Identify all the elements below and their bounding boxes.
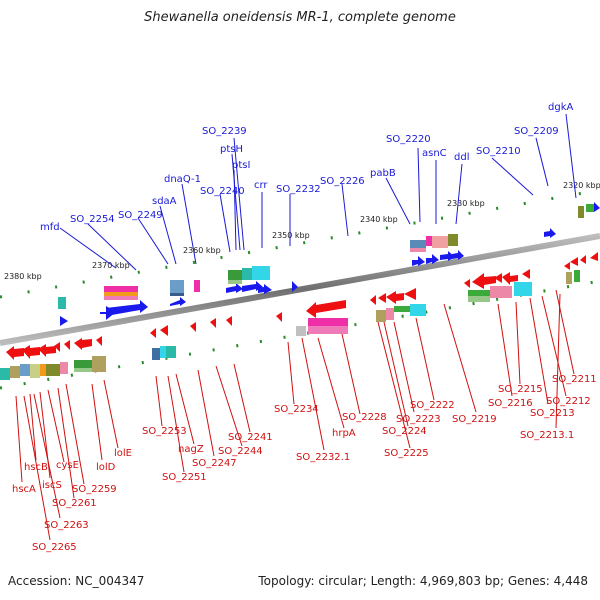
gene-label[interactable]: SO_2232 (276, 184, 321, 195)
scale-label: 2330 kbp (447, 199, 485, 208)
scale-label: 2370 kbp (92, 261, 130, 270)
gene-label[interactable]: SO_2222 (410, 400, 455, 411)
gene-label[interactable]: SO_2244 (218, 446, 263, 457)
scale-label: 2350 kbp (272, 231, 310, 240)
gene-label[interactable]: dgkA (548, 102, 573, 113)
gene-label[interactable]: sdaA (152, 196, 177, 207)
gene-label[interactable]: SO_2254 (70, 214, 115, 225)
gene-label[interactable]: SO_2225 (384, 448, 429, 459)
gene-label[interactable]: SO_2232.1 (296, 452, 350, 463)
scale-label: 2340 kbp (360, 215, 398, 224)
gene-label[interactable]: dnaQ-1 (164, 174, 201, 185)
gene-label[interactable]: hscA (12, 484, 36, 495)
gene-label[interactable]: hscB (24, 462, 48, 473)
gene-label[interactable]: ptsH (220, 144, 243, 155)
gene-label[interactable]: ddl (454, 152, 469, 163)
gene-label[interactable]: SO_2212 (546, 396, 591, 407)
gene-label[interactable]: SO_2213.1 (520, 430, 574, 441)
gene-label[interactable]: SO_2224 (382, 426, 427, 437)
gene-label[interactable]: SO_2253 (142, 426, 187, 437)
gene-label[interactable]: SO_2228 (342, 412, 387, 423)
gene-label[interactable]: SO_2234 (274, 404, 319, 415)
gene-label[interactable]: SO_2213 (530, 408, 575, 419)
accession-text: Accession: NC_004347 (8, 574, 145, 588)
scale-label: 2360 kbp (183, 246, 221, 255)
gene-label[interactable]: SO_2209 (514, 126, 559, 137)
gene-label[interactable]: mfd (40, 222, 60, 233)
gene-label[interactable]: cysE (56, 460, 79, 471)
gene-label[interactable]: ptsI (232, 160, 250, 171)
gene-label[interactable]: nagZ (178, 444, 204, 455)
scale-label: 2320 kbp (563, 181, 600, 190)
gene-label[interactable]: SO_2240 (200, 186, 245, 197)
gene-label[interactable]: SO_2219 (452, 414, 497, 425)
gene-label[interactable]: lolE (114, 448, 132, 459)
gene-label[interactable]: SO_2211 (552, 374, 597, 385)
gene-label[interactable]: SO_2259 (72, 484, 117, 495)
gene-label[interactable]: SO_2220 (386, 134, 431, 145)
gene-label[interactable]: SO_2210 (476, 146, 521, 157)
gene-label[interactable]: SO_2265 (32, 542, 77, 553)
genome-summary: Topology: circular; Length: 4,969,803 bp… (258, 574, 588, 588)
gene-label[interactable]: hrpA (332, 428, 356, 439)
gene-label[interactable]: SO_2216 (488, 398, 533, 409)
reverse-strand-features (0, 252, 598, 380)
gene-label[interactable]: lolD (96, 462, 116, 473)
gene-label[interactable]: SO_2239 (202, 126, 247, 137)
gene-label[interactable]: SO_2215 (498, 384, 543, 395)
gene-label[interactable]: asnC (422, 148, 447, 159)
forward-strand-features (58, 202, 600, 326)
gene-label[interactable]: SO_2226 (320, 176, 365, 187)
gene-label[interactable]: SO_2247 (192, 458, 237, 469)
gene-label[interactable]: SO_2241 (228, 432, 273, 443)
gene-label[interactable]: SO_2223 (396, 414, 441, 425)
top-gene-labels: dgkA SO_2209 SO_2210 SO_2220 asnC ddl pa… (40, 102, 573, 233)
gene-label[interactable]: SO_2249 (118, 210, 163, 221)
gene-label[interactable]: SO_2251 (162, 472, 207, 483)
bottom-leader-lines (15, 289, 575, 541)
gene-label[interactable]: iscS (42, 480, 62, 491)
gene-label[interactable]: SO_2261 (52, 498, 97, 509)
gene-label[interactable]: crr (254, 180, 268, 191)
sequence-axis (0, 233, 600, 346)
bottom-gene-labels: SO_2211 SO_2212 SO_2213 SO_2213.1 SO_221… (12, 374, 597, 553)
scale-label: 2380 kbp (4, 272, 42, 281)
genome-title: Shewanella oneidensis MR-1, complete gen… (144, 10, 456, 25)
gene-label[interactable]: pabB (370, 168, 396, 179)
gene-label[interactable]: SO_2263 (44, 520, 89, 531)
top-leader-lines (59, 113, 577, 271)
